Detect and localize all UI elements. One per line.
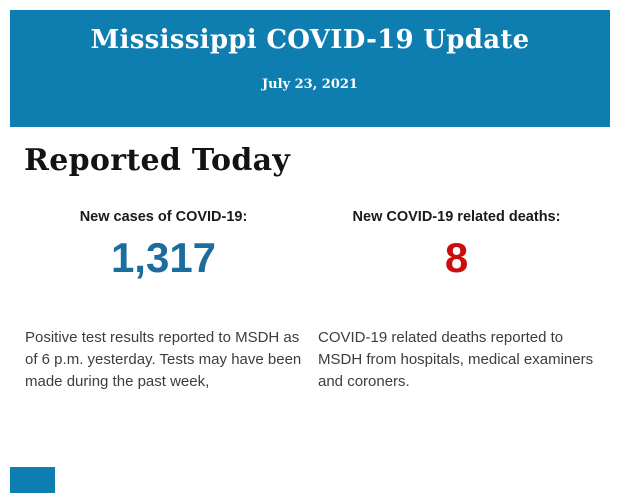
header-date: July 23, 2021	[262, 77, 358, 92]
stat-label-new-cases: New cases of COVID-19:	[79, 209, 248, 225]
section-title: Reported Today	[24, 143, 291, 178]
header-banner: Mississippi COVID-19 Update July 23, 202…	[10, 10, 610, 127]
stat-description-new-deaths: COVID-19 related deaths reported to MSDH…	[318, 329, 594, 391]
stat-new-cases: New cases of COVID-19: 1,317 Positive te…	[25, 209, 302, 393]
covid-update-notice: Mississippi COVID-19 Update July 23, 202…	[0, 10, 620, 493]
stat-value-new-deaths: 8	[444, 234, 469, 281]
next-section-banner-fragment	[10, 467, 55, 493]
stat-new-deaths: New COVID-19 related deaths: 8 COVID-19 …	[318, 209, 595, 393]
stat-description-new-cases: Positive test results reported to MSDH a…	[25, 329, 302, 391]
page-title: Mississippi COVID-19 Update	[90, 25, 530, 55]
stat-value-new-cases: 1,317	[110, 234, 217, 281]
stats-row: New cases of COVID-19: 1,317 Positive te…	[25, 209, 595, 393]
stat-label-new-deaths: New COVID-19 related deaths:	[352, 209, 561, 225]
